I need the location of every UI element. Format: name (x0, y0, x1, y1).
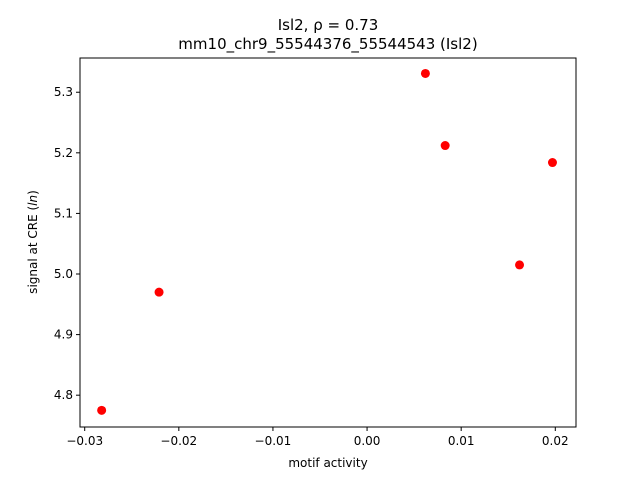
x-tick-label: −0.03 (66, 434, 103, 448)
chart-title-line1: Isl2, ρ = 0.73 (278, 16, 379, 34)
scatter-point (97, 405, 107, 415)
y-tick-label: 5.0 (54, 267, 73, 281)
y-tick-label: 4.8 (54, 388, 73, 402)
x-tick-label: −0.02 (160, 434, 197, 448)
y-tick-label: 5.1 (54, 206, 73, 220)
y-tick-label: 4.9 (54, 328, 73, 342)
y-axis-label-italic: ln (26, 195, 40, 206)
y-axis-label-prefix: signal at CRE ( (26, 206, 40, 294)
y-axis-label: signal at CRE (ln) (26, 190, 40, 294)
scatter-point (547, 158, 557, 168)
x-tick-label: 0.01 (448, 434, 475, 448)
y-tick-label: 5.2 (54, 146, 73, 160)
scatter-point (515, 260, 525, 270)
y-tick-label: 5.3 (54, 85, 73, 99)
scatter-point (440, 141, 450, 151)
x-tick-label: −0.01 (255, 434, 292, 448)
scatter-point (154, 287, 164, 297)
x-axis-label: motif activity (288, 456, 367, 470)
y-axis-label-suffix: ) (26, 190, 40, 195)
data-points (97, 68, 557, 415)
chart-title-line2: mm10_chr9_55544376_55544543 (Isl2) (178, 35, 477, 54)
axis-ticks: −0.03 −0.02 −0.01 0.00 0.01 0.02 4.8 4.9 5.0 5.1 5… (54, 85, 569, 448)
plot-frame (79, 57, 577, 428)
x-tick-label: 0.02 (542, 434, 569, 448)
scatter-point (420, 68, 430, 78)
x-tick-label: 0.00 (354, 434, 381, 448)
